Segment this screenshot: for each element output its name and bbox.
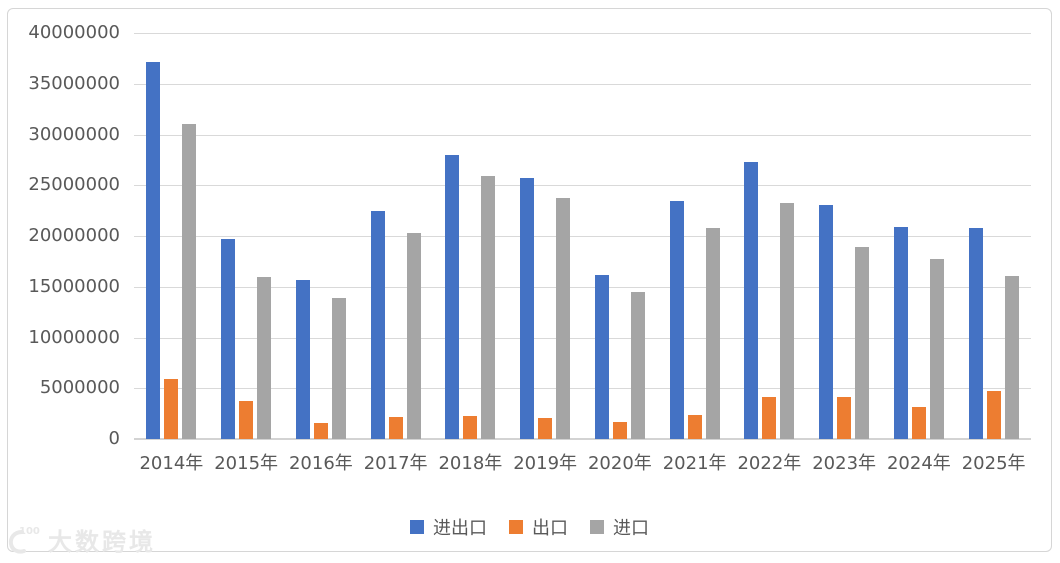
bar-group <box>358 33 433 439</box>
y-axis-label: 25000000 <box>28 174 120 196</box>
plot-area <box>134 33 1031 440</box>
legend-label: 出口 <box>532 518 568 539</box>
legend-swatch-icon <box>509 520 523 534</box>
bar-import-export <box>295 280 310 439</box>
bar-export <box>239 401 254 439</box>
bar-group <box>956 33 1031 439</box>
x-axis-label: 2018年 <box>438 453 503 474</box>
x-axis-label: 2017年 <box>363 453 428 474</box>
x-axis-label: 2024年 <box>886 453 951 474</box>
bar-import-export <box>445 155 460 439</box>
gridline <box>134 236 1031 237</box>
gridline <box>134 286 1031 288</box>
bar-export <box>837 397 852 439</box>
gridline <box>134 134 1031 136</box>
x-axis-label: 2025年 <box>961 453 1026 474</box>
bar-import <box>929 259 944 439</box>
legend-label: 进口 <box>613 518 649 539</box>
bar-import <box>182 124 197 439</box>
bar-import-export <box>893 227 908 439</box>
bar-group <box>807 33 882 439</box>
bar-export <box>388 417 403 439</box>
bar-groups <box>134 33 1031 439</box>
bar-export <box>687 415 702 439</box>
bar-import-export <box>370 211 385 439</box>
bar-group <box>134 33 209 439</box>
bar-import <box>331 298 346 439</box>
y-axis-label: 0 <box>108 428 120 449</box>
x-axis-label: 2021年 <box>662 453 727 474</box>
bar-import-export <box>146 62 161 439</box>
bar-export <box>762 397 777 439</box>
bar-group <box>732 33 807 439</box>
bar-import <box>630 292 645 439</box>
legend: 进出口 出口 进口 <box>8 514 1051 540</box>
bar-group <box>209 33 284 439</box>
bar-import <box>705 228 720 439</box>
legend-swatch-icon <box>590 520 604 534</box>
gridline <box>134 83 1031 85</box>
bar-group <box>508 33 583 439</box>
y-axis-label: 30000000 <box>28 123 120 145</box>
bar-export <box>164 379 179 439</box>
bar-import <box>406 233 421 439</box>
x-axis-label: 2016年 <box>288 453 353 474</box>
bar-export <box>538 418 553 439</box>
bar-import <box>556 198 571 439</box>
x-axis-label: 2022年 <box>737 453 802 474</box>
x-axis-line <box>134 438 1031 440</box>
bar-import-export <box>968 228 983 439</box>
bar-export <box>463 416 478 439</box>
bar-import <box>257 277 272 439</box>
gridline <box>134 185 1031 187</box>
bar-export <box>313 423 328 439</box>
bar-group <box>433 33 508 439</box>
bar-export <box>986 391 1001 439</box>
bar-export <box>612 422 627 439</box>
gridline <box>134 337 1031 339</box>
bar-import-export <box>594 275 609 439</box>
bar-import <box>1004 276 1019 439</box>
x-axis: 2014年 2015年 2016年 2017年 2018年 2019年 2020年 2021年… <box>134 449 1031 475</box>
legend-swatch-icon <box>410 520 424 534</box>
chart-container: 0 5000000 10000000 15000000 20000000 25000000… <box>7 8 1052 552</box>
gridline <box>134 388 1031 390</box>
y-axis-label: 5000000 <box>39 377 120 399</box>
legend-label: 进出口 <box>433 518 487 539</box>
x-axis-label: 2020年 <box>587 453 652 474</box>
bar-import-export <box>819 205 834 439</box>
bar-import-export <box>744 162 759 439</box>
bar-import-export <box>221 239 236 439</box>
y-axis-label: 20000000 <box>28 225 120 246</box>
bar-import <box>481 176 496 439</box>
x-axis-label: 2015年 <box>214 453 279 474</box>
x-axis-label: 2019年 <box>513 453 578 474</box>
legend-item-import-export: 进出口 <box>410 514 487 540</box>
y-axis-label: 15000000 <box>28 275 120 297</box>
bar-group <box>657 33 732 439</box>
bar-import-export <box>520 178 535 439</box>
y-axis-label: 35000000 <box>28 72 120 94</box>
bar-import-export <box>669 201 684 439</box>
bar-group <box>284 33 359 439</box>
x-axis-label: 2023年 <box>812 453 877 474</box>
bar-export <box>911 407 926 439</box>
x-axis-label: 2014年 <box>139 453 204 474</box>
bar-import <box>780 203 795 439</box>
y-axis-label: 10000000 <box>28 326 120 348</box>
bar-import <box>855 247 870 439</box>
legend-item-import: 进口 <box>590 514 649 540</box>
y-axis-label: 40000000 <box>28 22 120 43</box>
legend-item-export: 出口 <box>509 514 568 540</box>
bar-group <box>882 33 957 439</box>
gridline <box>134 33 1031 34</box>
bar-group <box>583 33 658 439</box>
